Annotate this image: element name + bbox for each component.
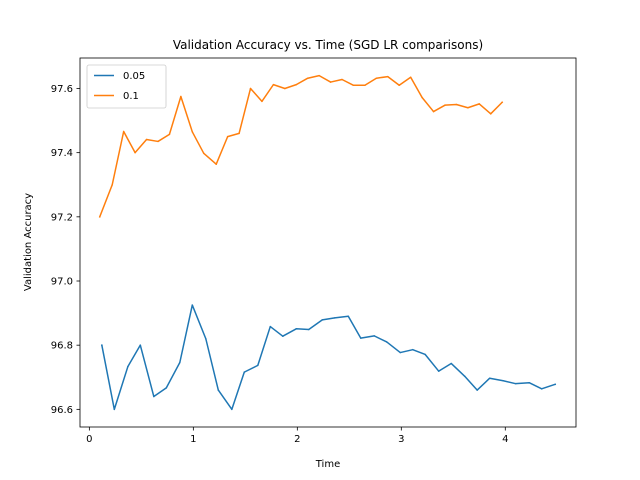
- data-point: [540, 388, 543, 390]
- data-point: [269, 325, 272, 328]
- data-point: [127, 365, 129, 368]
- data-point: [111, 183, 113, 186]
- data-point: [306, 77, 309, 79]
- data-point: [375, 77, 378, 79]
- data-point: [478, 103, 481, 105]
- data-point: [334, 317, 336, 319]
- data-point: [168, 133, 171, 136]
- data-point: [329, 81, 332, 83]
- data-point: [463, 375, 466, 378]
- data-point: [421, 96, 423, 99]
- x-tick-label: 2: [294, 434, 300, 445]
- x-axis-label: Time: [315, 459, 340, 470]
- data-point: [243, 371, 246, 373]
- legend: 0.05 0.1: [86, 64, 167, 109]
- data-point: [153, 395, 155, 398]
- series-line-1: [98, 74, 504, 218]
- x-tick-label: 4: [502, 434, 508, 445]
- data-point: [295, 83, 298, 86]
- plot-area: [80, 58, 576, 427]
- data-point: [179, 361, 181, 364]
- data-point: [455, 103, 458, 106]
- data-point: [476, 389, 478, 391]
- data-point: [145, 138, 148, 141]
- data-point: [191, 131, 194, 133]
- data-point: [352, 84, 355, 87]
- data-point: [412, 348, 414, 351]
- data-point: [432, 110, 435, 113]
- data-point: [113, 408, 116, 411]
- axes-layer: 0 1 2 3 4 96.6 96.8 97.0 97.2 97.4 97.6: [51, 57, 577, 445]
- data-point: [341, 78, 343, 81]
- data-point: [528, 381, 530, 384]
- data-point: [191, 304, 194, 306]
- series-line-0: [100, 304, 557, 411]
- data-point: [165, 387, 168, 389]
- x-tick-label: 3: [398, 434, 404, 445]
- data-point: [99, 216, 101, 218]
- y-tick-label: 96.8: [51, 341, 73, 352]
- data-point: [489, 113, 492, 115]
- legend-label: 0.05: [123, 71, 145, 82]
- y-tick-label: 97.0: [51, 277, 73, 288]
- data-point: [122, 130, 125, 133]
- y-tick-label: 97.4: [51, 148, 73, 159]
- data-point: [157, 140, 159, 143]
- data-point: [215, 163, 217, 165]
- data-point: [139, 344, 142, 346]
- data-point: [450, 362, 452, 365]
- data-point: [409, 76, 412, 78]
- data-point: [399, 351, 402, 354]
- data-point: [364, 84, 366, 87]
- data-point: [347, 315, 350, 318]
- chart-title: Validation Accuracy vs. Time (SGD LR com…: [173, 38, 483, 52]
- data-point: [272, 83, 275, 86]
- series-layer: [98, 74, 557, 411]
- data-point: [437, 370, 440, 372]
- data-point: [226, 135, 229, 138]
- data-point: [398, 84, 400, 87]
- data-point: [282, 335, 284, 337]
- data-point: [238, 132, 240, 135]
- data-point: [261, 100, 263, 103]
- data-point: [373, 335, 376, 337]
- data-point: [180, 95, 182, 98]
- plot-frame: [79, 57, 577, 428]
- data-point: [554, 383, 556, 386]
- data-point: [101, 344, 103, 346]
- data-point: [386, 341, 388, 343]
- data-point: [321, 319, 324, 321]
- data-point: [217, 389, 220, 391]
- x-tick-label: 0: [86, 434, 92, 445]
- x-tick-label: 1: [190, 434, 196, 445]
- data-point: [284, 87, 286, 90]
- data-point: [231, 408, 233, 411]
- y-tick-label: 97.2: [51, 212, 73, 223]
- data-point: [205, 338, 207, 340]
- data-point: [501, 101, 503, 104]
- data-point: [514, 382, 517, 385]
- y-tick-label: 96.6: [51, 405, 73, 416]
- legend-label: 0.1: [123, 91, 139, 102]
- data-point: [444, 104, 446, 106]
- data-point: [318, 74, 320, 77]
- data-point: [502, 380, 504, 382]
- data-point: [295, 328, 298, 330]
- data-point: [257, 364, 259, 367]
- y-axis-label: Validation Accuracy: [23, 193, 34, 291]
- data-point: [360, 337, 362, 339]
- data-point: [387, 75, 389, 78]
- plot-background: [80, 58, 576, 427]
- data-point: [134, 151, 136, 154]
- data-point: [202, 152, 205, 155]
- data-point: [308, 328, 310, 331]
- data-point: [249, 87, 252, 90]
- data-point: [488, 377, 491, 379]
- data-point: [424, 353, 426, 356]
- y-tick-label: 97.6: [51, 84, 73, 95]
- data-point: [467, 106, 469, 109]
